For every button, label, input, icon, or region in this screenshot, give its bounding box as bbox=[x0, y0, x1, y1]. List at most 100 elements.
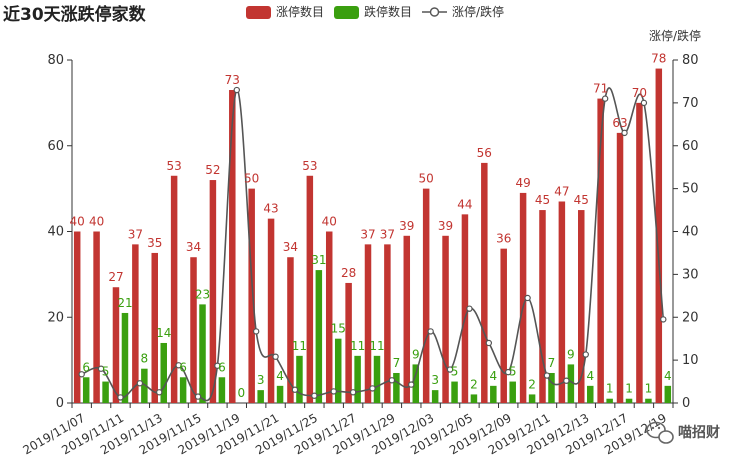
label-up: 39 bbox=[438, 219, 453, 233]
bar-up bbox=[384, 244, 391, 403]
y-left-tick-label: 40 bbox=[47, 225, 64, 240]
bar-down bbox=[334, 338, 342, 403]
label-up: 53 bbox=[302, 159, 317, 173]
ratio-point bbox=[117, 394, 124, 401]
label-down: 11 bbox=[369, 339, 384, 353]
bar-up bbox=[597, 98, 604, 404]
legend-label-down: 跌停数目 bbox=[364, 4, 412, 19]
label-up: 40 bbox=[322, 215, 337, 229]
legend-swatch-down bbox=[334, 6, 359, 19]
ratio-point bbox=[505, 368, 512, 376]
label-up: 37 bbox=[380, 227, 395, 241]
label-up: 27 bbox=[108, 270, 123, 284]
bar-down bbox=[606, 398, 613, 403]
label-up: 73 bbox=[225, 73, 240, 87]
bar-down bbox=[218, 377, 226, 403]
legend-label-up: 涨停数目 bbox=[276, 4, 324, 19]
label-down: 2 bbox=[528, 377, 536, 391]
label-up: 40 bbox=[70, 215, 85, 229]
label-up: 43 bbox=[263, 202, 278, 216]
label-down: 0 bbox=[237, 386, 245, 400]
bar-up bbox=[170, 175, 178, 403]
label-up: 71 bbox=[593, 82, 608, 96]
ratio-point bbox=[97, 365, 105, 372]
bar-up bbox=[636, 102, 643, 403]
ratio-point bbox=[78, 371, 85, 378]
wechat-icon bbox=[646, 421, 674, 444]
bar-up bbox=[248, 188, 255, 403]
legend-label-ratio: 涨停/跌停 bbox=[452, 4, 504, 19]
ratio-point bbox=[330, 388, 337, 395]
label-down: 8 bbox=[141, 352, 149, 366]
ratio-point bbox=[524, 294, 531, 302]
bar-up bbox=[403, 235, 411, 403]
label-down: 5 bbox=[509, 365, 517, 379]
label-down: 23 bbox=[195, 287, 210, 301]
ratio-point bbox=[582, 351, 589, 358]
bar-up bbox=[539, 210, 546, 403]
label-down: 15 bbox=[331, 322, 346, 336]
bar-down bbox=[664, 385, 672, 403]
y-right-tick-label: 80 bbox=[682, 53, 699, 68]
watermark: 喵招财 bbox=[646, 421, 720, 444]
bar-up bbox=[655, 68, 663, 403]
bar-down bbox=[528, 394, 536, 403]
ratio-point bbox=[194, 393, 202, 400]
bar-up bbox=[481, 162, 488, 403]
bar-up bbox=[267, 218, 275, 403]
bar-up bbox=[345, 282, 352, 403]
bar-down bbox=[257, 390, 264, 403]
bar-down bbox=[645, 398, 652, 403]
bars bbox=[73, 68, 672, 404]
label-down: 9 bbox=[412, 347, 420, 361]
bar-down bbox=[373, 355, 381, 403]
label-up: 45 bbox=[535, 193, 550, 207]
y-left-tick-label: 80 bbox=[47, 53, 64, 68]
bar-down bbox=[199, 304, 206, 403]
label-up: 63 bbox=[612, 116, 627, 130]
y-left-tick-label: 20 bbox=[47, 310, 64, 325]
ratio-point bbox=[466, 305, 473, 312]
label-up: 37 bbox=[360, 227, 375, 241]
bar-up bbox=[519, 192, 527, 403]
label-up: 44 bbox=[457, 197, 472, 211]
bar-down bbox=[102, 381, 109, 403]
y-right-tick-label: 10 bbox=[682, 353, 699, 368]
label-down: 21 bbox=[117, 296, 132, 310]
ratio-point bbox=[156, 389, 163, 396]
y-right-tick-label: 40 bbox=[682, 225, 699, 240]
label-down: 1 bbox=[645, 382, 653, 396]
bar-up bbox=[151, 252, 158, 403]
bar-down bbox=[296, 355, 303, 403]
y-right-tick-label: 0 bbox=[682, 396, 690, 411]
ratio-point bbox=[640, 99, 648, 107]
ratio-line-path bbox=[81, 87, 665, 402]
ratio-point bbox=[311, 392, 318, 399]
ratio-point bbox=[272, 353, 279, 360]
ratio-point bbox=[621, 129, 628, 137]
bar-up bbox=[209, 180, 217, 403]
label-down: 11 bbox=[350, 339, 365, 353]
bar-down bbox=[160, 342, 167, 403]
bar-down bbox=[276, 385, 284, 403]
bar-down bbox=[431, 390, 439, 403]
bar-up bbox=[616, 132, 624, 403]
y-right-tick-label: 20 bbox=[682, 310, 699, 325]
label-up: 70 bbox=[632, 86, 647, 100]
label-down: 4 bbox=[586, 369, 594, 383]
ratio-point bbox=[427, 328, 434, 335]
label-down: 6 bbox=[218, 360, 226, 374]
label-down: 5 bbox=[451, 365, 459, 379]
bar-down bbox=[470, 394, 478, 403]
label-down: 4 bbox=[276, 369, 284, 383]
ratio-point bbox=[214, 362, 221, 369]
label-up: 78 bbox=[651, 52, 666, 66]
label-down: 4 bbox=[490, 369, 498, 383]
bar-down bbox=[509, 381, 516, 403]
bar-down bbox=[179, 377, 187, 403]
label-down: 9 bbox=[567, 347, 575, 361]
bar-down bbox=[393, 372, 400, 403]
ratio-point bbox=[388, 377, 396, 384]
bar-up bbox=[306, 175, 314, 403]
